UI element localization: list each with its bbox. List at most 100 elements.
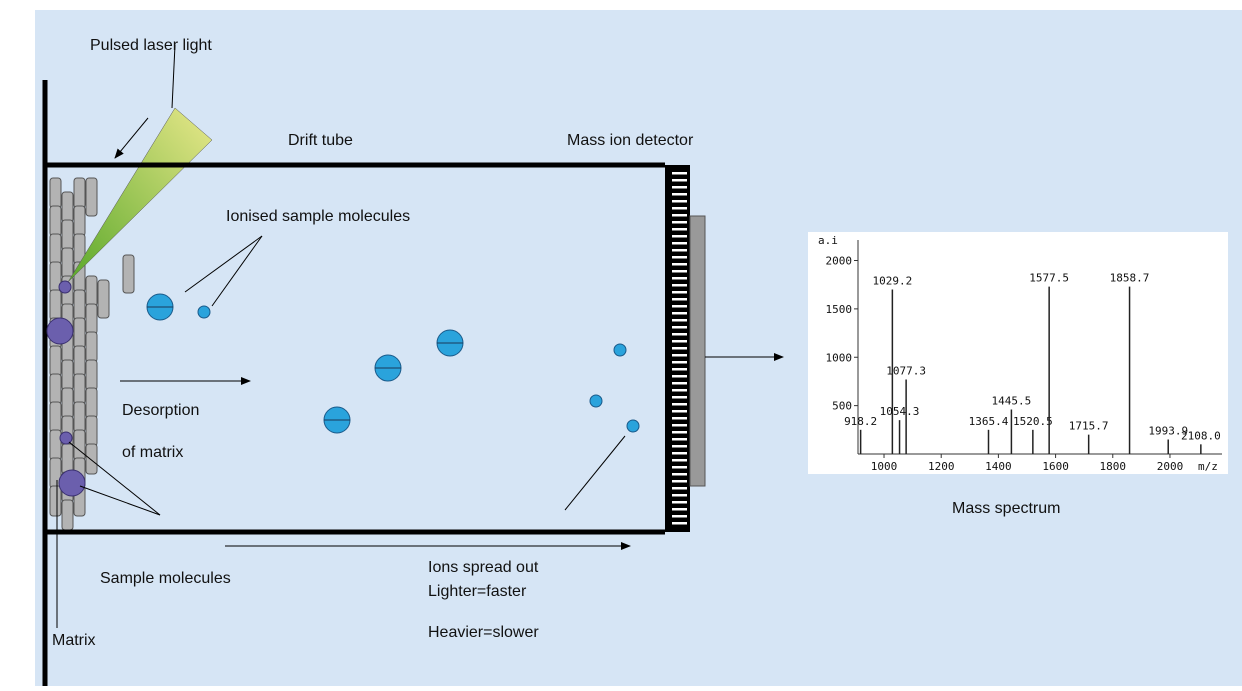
matrix-crystal: [85, 303, 98, 335]
label: Mass ion detector: [567, 132, 694, 149]
stripe: [672, 389, 687, 392]
matrix-crystal: [85, 443, 98, 475]
axis-label: m/z: [1198, 460, 1218, 473]
matrix-crystal: [61, 359, 74, 391]
detector-plate: [689, 215, 706, 487]
matrix-crystal: [61, 247, 74, 279]
stripe: [672, 452, 687, 455]
peak-label: 1445.5: [992, 394, 1032, 407]
peak-label: 1520.5: [1013, 415, 1053, 428]
stripe: [672, 179, 687, 182]
stripe: [672, 270, 687, 273]
label: Pulsed laser light: [90, 37, 212, 54]
stripe: [672, 263, 687, 266]
stripe: [672, 221, 687, 224]
ion: [589, 394, 603, 408]
stripe: [672, 501, 687, 504]
matrix-crystal: [49, 289, 62, 321]
matrix-crystal: [61, 443, 74, 475]
peak-label: 1577.5: [1029, 272, 1069, 285]
x-tick-label: 1200: [928, 460, 955, 473]
stripe: [672, 438, 687, 441]
ion: [626, 419, 640, 433]
matrix-crystal: [85, 387, 98, 419]
label: Sample molecules: [100, 570, 231, 587]
stripe: [672, 480, 687, 483]
peak-label: 918.2: [844, 415, 877, 428]
sample-molecule: [59, 431, 73, 445]
matrix-crystal: [49, 401, 62, 433]
stripe: [672, 284, 687, 287]
peak-label: 1077.3: [886, 365, 926, 378]
peak-label: 1365.4: [969, 415, 1009, 428]
stripe: [672, 522, 687, 525]
stripe: [672, 459, 687, 462]
matrix-crystal: [73, 429, 86, 461]
stripe: [672, 291, 687, 294]
stripe: [672, 172, 687, 175]
ion: [613, 343, 627, 357]
stripe: [672, 424, 687, 427]
stripe: [672, 417, 687, 420]
peak-label: 1054.3: [880, 405, 920, 418]
pointer: [171, 44, 176, 109]
peak-label: 1858.7: [1110, 272, 1150, 285]
label: Heavier=slower: [428, 624, 539, 641]
stripe: [672, 186, 687, 189]
matrix-crystal: [73, 177, 86, 209]
sample-molecule: [58, 469, 86, 497]
label: Ions spread out: [428, 559, 539, 576]
stripe: [672, 466, 687, 469]
stripe: [672, 494, 687, 497]
y-tick-label: 1000: [826, 351, 853, 364]
sample-molecule: [46, 317, 74, 345]
matrix-crystal: [73, 401, 86, 433]
matrix-crystal: [49, 373, 62, 405]
stripe: [672, 340, 687, 343]
label: Drift tube: [288, 132, 353, 149]
matrix-crystal: [73, 345, 86, 377]
stripe: [672, 445, 687, 448]
stripe: [672, 312, 687, 315]
stripe: [672, 347, 687, 350]
x-tick-label: 1000: [871, 460, 898, 473]
stripe: [672, 375, 687, 378]
arrow: [114, 117, 149, 159]
peak-label: 1029.2: [872, 275, 912, 288]
matrix-crystal: [61, 191, 74, 223]
matrix-crystal: [85, 177, 98, 217]
stripe: [672, 354, 687, 357]
stripe: [672, 403, 687, 406]
caption: Mass spectrum: [952, 500, 1060, 517]
stripe: [672, 214, 687, 217]
x-tick-label: 1600: [1042, 460, 1069, 473]
stripe: [672, 508, 687, 511]
matrix-crystal: [73, 317, 86, 349]
stripe: [672, 207, 687, 210]
x-tick-label: 2000: [1157, 460, 1184, 473]
matrix-crystal: [49, 233, 62, 265]
stripe: [672, 235, 687, 238]
y-tick-label: 500: [832, 400, 852, 413]
stripe: [672, 431, 687, 434]
stripe: [672, 487, 687, 490]
matrix-crystal: [85, 415, 98, 447]
matrix-crystal: [61, 499, 74, 531]
spectrum-panel: [808, 232, 1228, 474]
matrix-crystal: [73, 289, 86, 321]
stripe: [672, 256, 687, 259]
stripe: [672, 326, 687, 329]
stripe: [672, 249, 687, 252]
peak-label: 2108.0: [1181, 429, 1221, 442]
laser-beam: [67, 107, 213, 283]
matrix-crystal: [49, 429, 62, 461]
label: Matrix: [52, 632, 96, 649]
sample-molecule: [58, 280, 72, 294]
stripe: [672, 368, 687, 371]
stripe: [672, 228, 687, 231]
stripe: [672, 277, 687, 280]
peak-label: 1993.9: [1148, 424, 1188, 437]
matrix-crystal: [85, 275, 98, 307]
stripe: [672, 305, 687, 308]
